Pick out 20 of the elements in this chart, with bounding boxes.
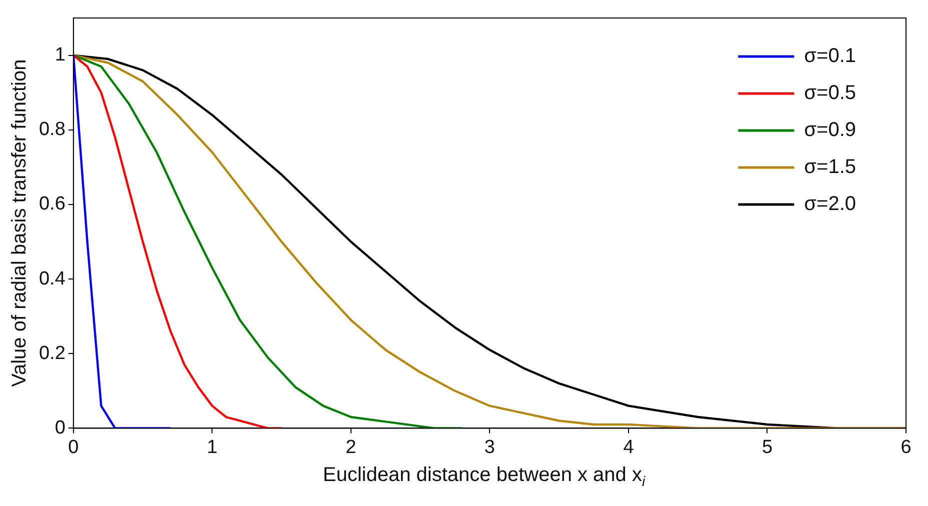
x-tick-label: 3	[484, 436, 495, 458]
x-tick-label: 4	[623, 436, 634, 458]
legend-label: σ=1.5	[804, 156, 856, 178]
y-tick-label: 0.4	[38, 268, 66, 290]
legend-label: σ=2.0	[804, 193, 856, 216]
y-tick-label: 0	[54, 417, 66, 438]
y-tick-label: 1	[54, 44, 66, 66]
legend-label: σ=0.5	[804, 82, 856, 104]
x-tick-label: 0	[68, 436, 79, 458]
y-axis-title: Value of radial basis transfer function	[8, 59, 31, 387]
x-tick-label: 1	[206, 436, 218, 458]
y-tick-label: 0.6	[38, 194, 66, 215]
x-tick-label: 5	[762, 436, 773, 458]
x-tick-label: 2	[346, 436, 356, 458]
legend-label: σ=0.9	[804, 119, 856, 142]
legend-label: σ=0.1	[804, 45, 856, 68]
x-axis-title: Euclidean distance between x and x$_{i}$	[322, 464, 646, 489]
y-tick-label: 0.2	[38, 342, 66, 364]
x-tick-label: 6	[900, 436, 912, 458]
y-tick-label: 0.8	[38, 119, 66, 140]
